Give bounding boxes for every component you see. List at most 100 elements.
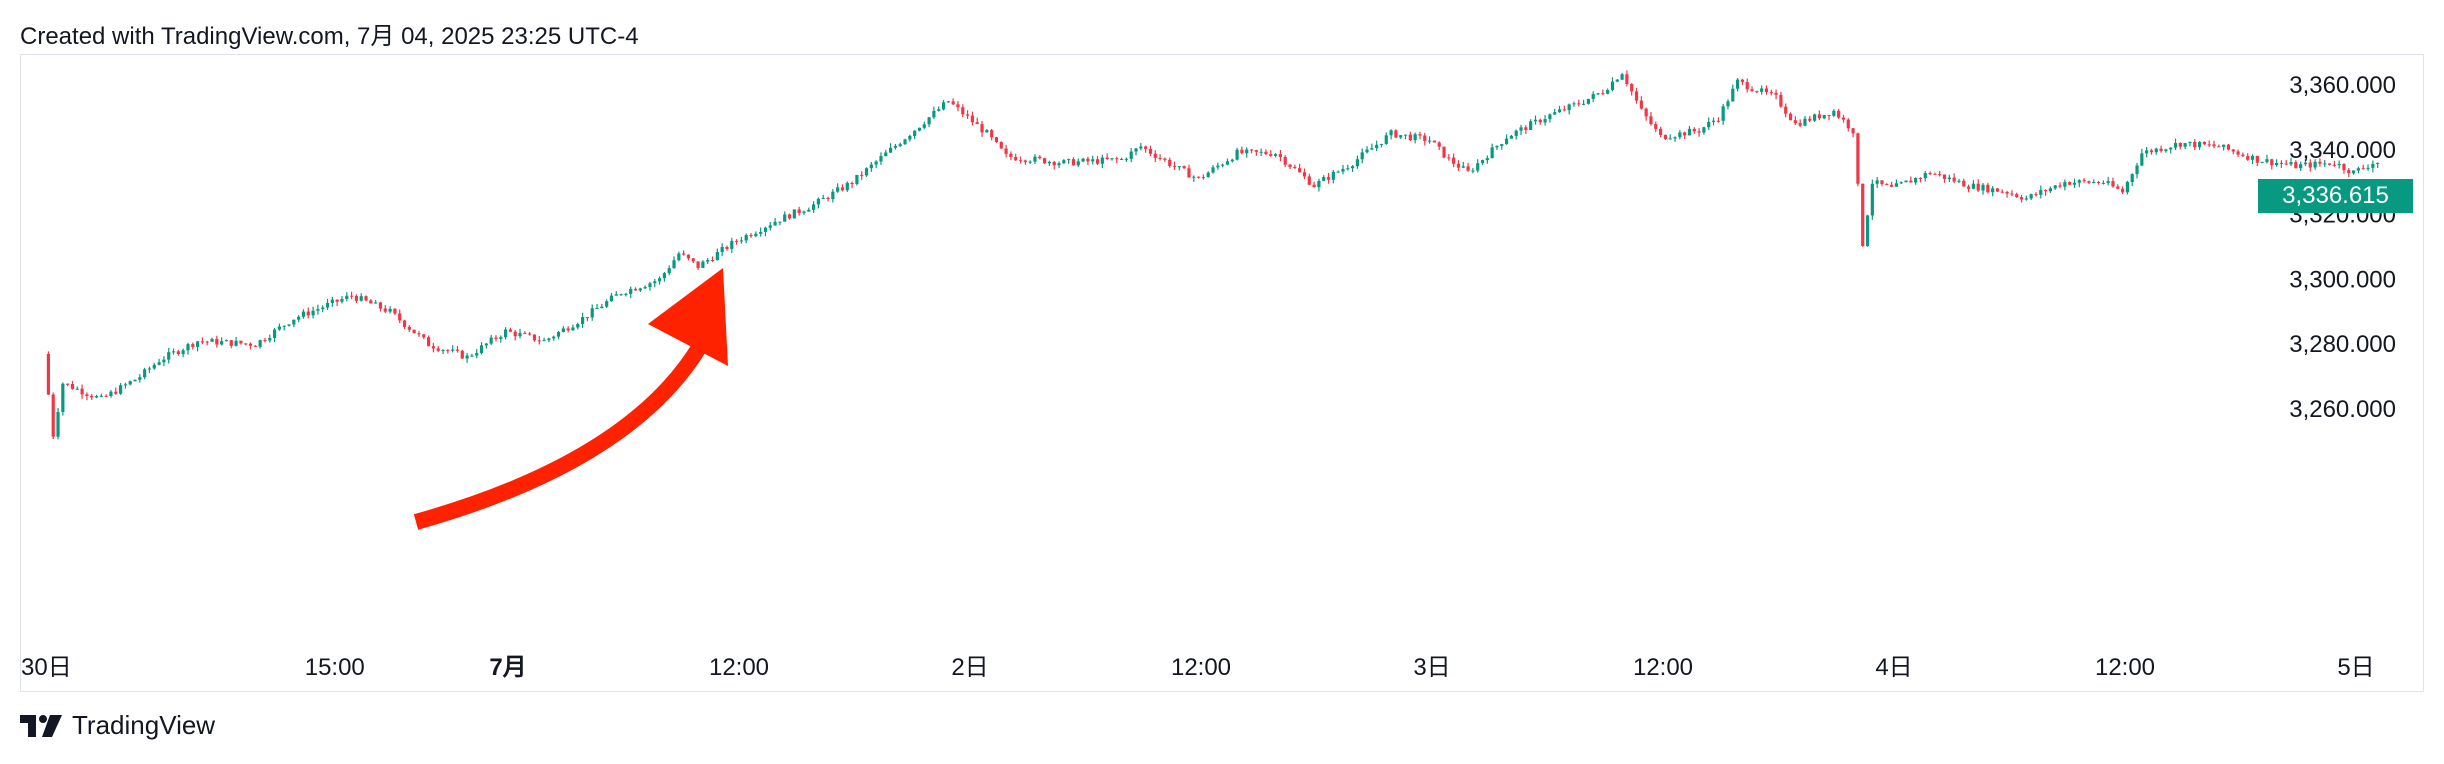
candle-body [2226,144,2231,150]
candle-body [1283,156,1287,165]
trend-arrow-head [648,268,728,366]
candle-body [2068,182,2072,185]
candle-body [253,345,257,347]
candle-body [528,333,532,335]
candle-body [2178,143,2182,147]
candle-body [297,316,301,320]
candle-body [927,117,931,125]
candle-body [75,388,79,390]
candle-body [1610,81,1615,91]
candle-body [1774,92,1778,95]
candle-body [1596,93,1600,95]
candle-body [2303,162,2308,165]
candle-body [1784,106,1788,114]
candle-body [816,198,821,205]
candle-body [2019,197,2024,200]
candle-body [1942,174,1947,180]
candle-body [1298,168,1302,173]
candle-body [374,302,378,304]
candle-body [186,344,190,351]
candle-body [922,124,926,128]
candle-body [595,308,599,310]
candle-body [643,287,647,289]
candle-body [1182,166,1186,169]
candle-body [1654,124,1658,129]
last-price-badge: 3,336.615 [2258,179,2413,213]
candle-body [787,214,792,219]
candle-body [884,152,888,157]
candle-body [1408,134,1412,141]
candle-body [845,182,849,191]
candle-body [1707,121,1711,128]
candle-body [1312,184,1316,188]
candle-body [2164,149,2168,152]
candle-body [1456,163,1461,168]
candle-body [903,139,907,145]
candle-body [879,156,883,162]
x-tick-label: 4日 [1875,654,1912,681]
candle-body [619,294,623,296]
candle-body [1187,168,1191,178]
candle-body [773,221,777,226]
candle-body [2289,162,2293,165]
candle-body [1115,158,1119,160]
candle-body [114,391,118,394]
candle-body [176,351,180,355]
candle-body [104,395,108,397]
candle-body [672,260,676,269]
candle-body [2015,194,2019,198]
candle-body [1379,143,1384,145]
candle-body [138,377,142,380]
candle-body [1057,163,1061,166]
candle-body [1346,168,1350,170]
candle-body [1933,173,1937,175]
candlestick-chart[interactable]: 30日 15:00 7月 12:00 2日 12:00 3日 12:00 4日 12:00 5日 3… [20,54,2424,692]
candle-body [2048,188,2053,192]
candle-body [1615,79,1619,82]
candle-body [503,329,508,338]
candle-body [633,288,638,291]
candle-body [1240,149,1244,154]
candle-body [224,340,229,342]
candle-body [431,346,436,349]
candle-body [2308,162,2312,168]
candle-body [1042,158,1047,164]
candle-body [1914,177,1918,183]
candle-body [571,327,575,331]
candle-body [1192,176,1196,178]
candle-body [2327,163,2332,165]
candle-body [181,350,185,355]
candle-body [1721,106,1725,121]
candle-body [1163,158,1167,160]
y-axis: 3,360.0003,340.0003,320.0003,300.0003,28… [2289,72,2396,423]
candle-body [1827,114,1831,116]
candle-body [2169,147,2173,150]
candle-body [1341,168,1345,172]
candle-body [1760,88,1764,92]
candle-body [2077,180,2081,183]
candle-body [1591,93,1595,99]
candle-body [2005,192,2009,194]
candle-body [682,253,686,255]
candle-body [51,394,55,437]
candle-body [460,350,464,359]
candle-body [811,204,816,210]
x-tick-label: 2日 [951,654,988,681]
candle-body [1683,132,1687,136]
candle-body [730,240,734,249]
candle-body [1336,171,1340,173]
candle-body [268,337,272,341]
candle-body [2212,144,2216,147]
candle-body [306,311,310,316]
candle-body [999,141,1003,149]
candle-body [2342,164,2346,171]
candle-body [388,308,392,312]
candle-body [826,198,830,200]
candle-body [624,293,628,295]
candle-body [1875,180,1879,184]
tradingview-logo-icon [20,714,62,737]
candle-body [2120,188,2125,193]
candle-body [961,107,965,115]
candle-body [860,174,864,176]
candle-body [1702,127,1706,133]
